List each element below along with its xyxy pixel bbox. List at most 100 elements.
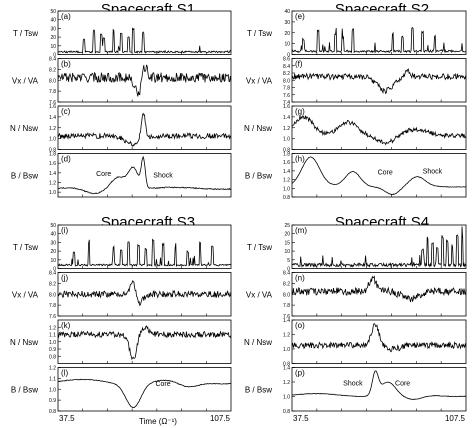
y-tick-label: 1.4: [283, 115, 290, 121]
panel-ylabel: T / Tsw: [247, 29, 272, 38]
panel-annotation: Shock: [423, 169, 443, 176]
panel-letter: (a): [61, 12, 71, 21]
panel-annotation: Shock: [153, 173, 173, 180]
panel-letter: (m): [295, 226, 307, 235]
y-tick-label: 1.8: [49, 152, 56, 158]
y-tick-label: 0: [287, 53, 290, 59]
y-tick-label: 0.8: [49, 148, 56, 154]
series-line: [57, 378, 232, 409]
y-tick-label: 1.4: [283, 169, 290, 175]
series-line: [291, 156, 467, 196]
y-tick-label: 1.6: [283, 160, 290, 166]
y-tick-label: 1.4: [283, 366, 290, 372]
y-tick-label: 30: [50, 26, 56, 32]
y-tick-label: 1.0: [283, 186, 290, 192]
y-tick-label: 1.2: [49, 181, 56, 187]
y-tick-label: 0.8: [283, 362, 290, 368]
panel-ylabel: T / Tsw: [13, 29, 38, 38]
panel-annotation: Shock: [343, 381, 363, 388]
panel-frame: [57, 153, 232, 198]
panel-ylabel: Vx / VA: [12, 76, 39, 85]
y-tick-label: 1.6: [283, 104, 290, 110]
y-tick-label: 0.8: [283, 195, 290, 201]
series-line: [57, 112, 232, 147]
y-tick-label: 1.0: [49, 387, 56, 393]
y-tick-label: 1.6: [49, 104, 56, 110]
x-tick-label: 37.5: [293, 414, 309, 423]
panel-frame: [291, 224, 467, 269]
panel-ylabel: B / Bsw: [11, 171, 38, 180]
y-tick-label: 20: [284, 31, 290, 37]
y-tick-label: 5: [287, 258, 290, 264]
y-tick-label: 0.9: [49, 398, 56, 404]
y-tick-label: 10: [284, 249, 290, 255]
panel-letter: (l): [61, 369, 68, 378]
panel-letter: (f): [295, 60, 303, 69]
panel-ylabel: T / Tsw: [247, 243, 272, 252]
series-line: [291, 68, 467, 95]
y-tick-label: 10: [284, 42, 290, 48]
y-tick-label: 8.2: [49, 67, 56, 73]
panel-ylabel: Vx / VA: [246, 290, 273, 299]
x-tick-label: 107.5: [445, 414, 466, 423]
y-tick-label: 1.6: [49, 161, 56, 167]
series-line: [57, 280, 232, 307]
panel-letter: (c): [61, 107, 71, 116]
y-tick-label: 0.8: [49, 409, 56, 415]
y-tick-label: 1.0: [283, 137, 290, 143]
series-line: [58, 155, 231, 195]
y-tick-label: 7.8: [49, 303, 56, 309]
panel-frame: [291, 10, 467, 55]
y-tick-label: 1.0: [49, 190, 56, 196]
y-tick-label: 30: [50, 240, 56, 246]
y-tick-label: 8.0: [283, 78, 290, 84]
y-tick-label: 8.4: [283, 64, 290, 70]
panel-ylabel: N / Nsw: [10, 338, 38, 347]
y-tick-label: 25: [284, 223, 290, 229]
y-tick-label: 7.6: [49, 100, 56, 106]
panel-frame: [57, 367, 232, 412]
y-tick-label: 8.2: [283, 281, 290, 287]
panel-ylabel: Vx / VA: [12, 290, 39, 299]
y-tick-label: 7.6: [49, 314, 56, 320]
y-tick-label: 8.0: [49, 292, 56, 298]
panel-letter: (i): [61, 226, 68, 235]
panel-ylabel: N / Nsw: [10, 124, 38, 133]
y-tick-label: 7.8: [49, 89, 56, 95]
series-line: [291, 115, 467, 146]
y-tick-label: 1.1: [49, 333, 56, 339]
panel-frame: [291, 367, 467, 412]
y-tick-label: 8.0: [283, 292, 290, 298]
panel-frame: [57, 105, 232, 150]
panel-annotation: Core: [378, 169, 393, 176]
y-tick-label: 7.6: [283, 314, 290, 320]
y-tick-label: 1.8: [283, 152, 290, 158]
panel-frame: [291, 272, 467, 317]
y-tick-label: 0: [53, 267, 56, 273]
panel-annotation: Core: [96, 171, 111, 178]
y-tick-label: 0: [287, 267, 290, 273]
y-tick-label: 1.0: [283, 347, 290, 353]
y-tick-label: 1.2: [49, 325, 56, 331]
panel-frame: [291, 319, 467, 364]
y-tick-label: 1.0: [283, 395, 290, 401]
panel-ylabel: B / Bsw: [11, 385, 38, 394]
y-tick-label: 0.8: [283, 409, 290, 415]
y-tick-label: 1.0: [49, 137, 56, 143]
y-tick-label: 40: [284, 9, 290, 15]
y-tick-label: 20: [50, 35, 56, 41]
y-tick-label: 1.4: [49, 171, 56, 177]
y-tick-label: 7.4: [283, 100, 290, 106]
panel-letter: (n): [295, 274, 305, 283]
series-line: [57, 238, 232, 268]
y-tick-label: 1.1: [49, 376, 56, 382]
panel-ylabel: N / Nsw: [244, 338, 272, 347]
y-tick-label: 50: [50, 9, 56, 15]
panel-letter: (p): [295, 369, 305, 378]
panel-frame: [291, 153, 467, 198]
chart-layer: Spacecraft S1(a)T / Tsw01020304050(b)Vx …: [10, 1, 467, 423]
series-line: [291, 370, 467, 400]
y-tick-label: 0.9: [49, 347, 56, 353]
y-tick-label: 7.8: [283, 86, 290, 92]
y-tick-label: 8.2: [49, 281, 56, 287]
